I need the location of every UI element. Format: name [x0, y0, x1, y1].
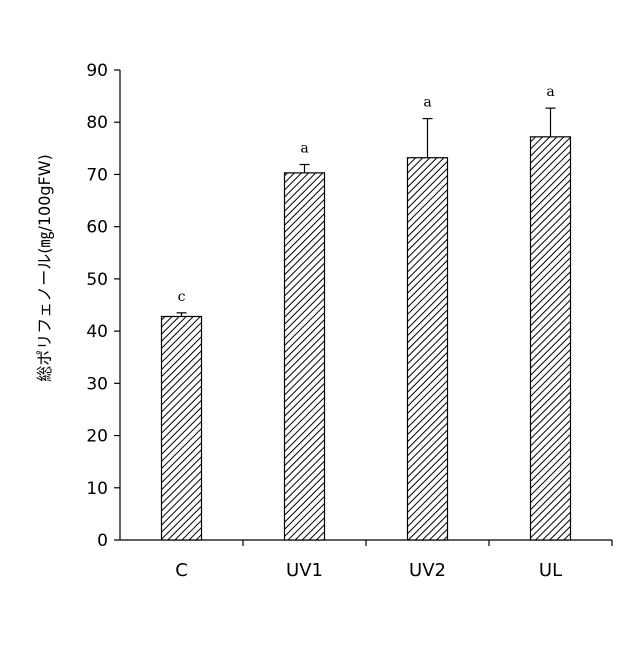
- bar-ul: [531, 137, 571, 540]
- y-tick-label: 90: [86, 61, 108, 81]
- y-tick-label: 50: [86, 270, 108, 290]
- y-tick-label: 60: [86, 218, 108, 238]
- bars: [162, 108, 571, 540]
- y-tick-label: 20: [86, 427, 108, 447]
- y-tick-label: 40: [86, 322, 108, 342]
- bar-c: [162, 316, 202, 540]
- y-tick-label: 10: [86, 479, 108, 499]
- y-tick-label: 30: [86, 374, 108, 394]
- significance-label-uv1: a: [300, 141, 308, 157]
- y-tick-label: 70: [86, 165, 108, 185]
- bar-uv1: [285, 173, 325, 540]
- bar-uv2: [408, 158, 448, 540]
- significance-label-uv2: a: [423, 95, 431, 111]
- y-tick-label: 80: [86, 113, 108, 133]
- y-axis-title: 総ポリフェノール(㎎/100gFW): [35, 154, 54, 382]
- x-tick-label-uv2: UV2: [409, 560, 446, 581]
- significance-label-ul: a: [546, 84, 554, 100]
- x-tick-label-uv1: UV1: [286, 560, 323, 581]
- significance-label-c: c: [178, 289, 186, 305]
- x-tick-label-ul: UL: [539, 560, 562, 581]
- y-tick-label: 0: [97, 531, 108, 551]
- x-tick-label-c: C: [175, 560, 188, 581]
